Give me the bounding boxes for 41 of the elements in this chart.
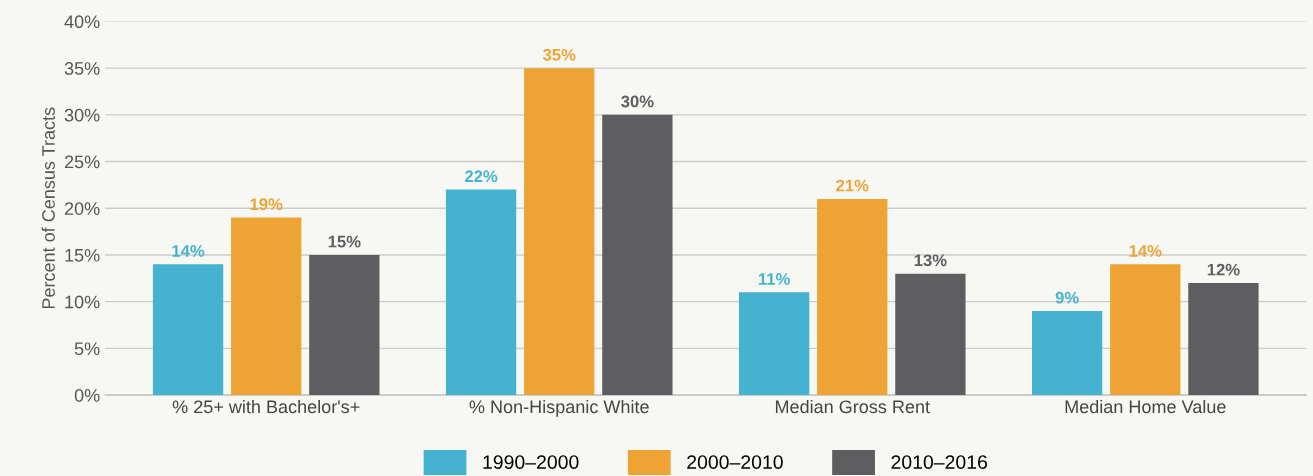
data-label: 9% <box>1055 291 1079 304</box>
bar <box>1110 264 1181 396</box>
data-label: 15% <box>328 235 361 248</box>
bar <box>817 198 888 396</box>
bar <box>602 114 673 396</box>
bar <box>1031 311 1103 396</box>
bar <box>309 254 380 396</box>
x-tick-label: Median Home Value <box>1065 399 1226 414</box>
y-tick-label: 0% <box>74 389 100 402</box>
y-tick-label: 20% <box>64 202 100 215</box>
bar <box>445 189 517 396</box>
bar <box>738 292 810 396</box>
y-tick-label: 30% <box>64 108 100 122</box>
legend-label: 2010–2016 <box>891 455 987 469</box>
y-tick-label: 15% <box>65 248 100 262</box>
bar <box>895 273 966 396</box>
bar <box>1188 282 1259 396</box>
legend-label: 1990–2000 <box>483 455 579 469</box>
bar <box>231 217 302 396</box>
data-label: 30% <box>621 95 654 108</box>
y-tick-label: 25% <box>64 155 100 169</box>
data-label: 11% <box>758 273 790 285</box>
data-label: 19% <box>250 198 283 211</box>
data-label: 35% <box>542 48 576 61</box>
y-axis-title: Percent of Census Tracts <box>41 107 55 309</box>
data-label: 14% <box>1129 245 1162 257</box>
bar <box>524 68 595 396</box>
y-tick-label: 35% <box>64 62 100 75</box>
x-tick-label: Median Gross Rent <box>775 399 930 414</box>
y-tick-label: 40% <box>64 15 100 29</box>
y-tick-label: 10% <box>65 295 100 309</box>
data-label: 22% <box>464 170 498 183</box>
data-label: 13% <box>914 254 947 267</box>
y-tick-label: 5% <box>74 342 100 356</box>
data-label: 14% <box>172 245 205 257</box>
data-label: 12% <box>1207 263 1240 276</box>
legend-label: 2000–2010 <box>687 455 783 469</box>
bar <box>152 264 224 396</box>
data-label: 21% <box>836 179 869 192</box>
x-tick-label: % Non-Hispanic White <box>469 399 649 417</box>
x-tick-label: % 25+ with Bachelor's+ <box>172 399 360 414</box>
